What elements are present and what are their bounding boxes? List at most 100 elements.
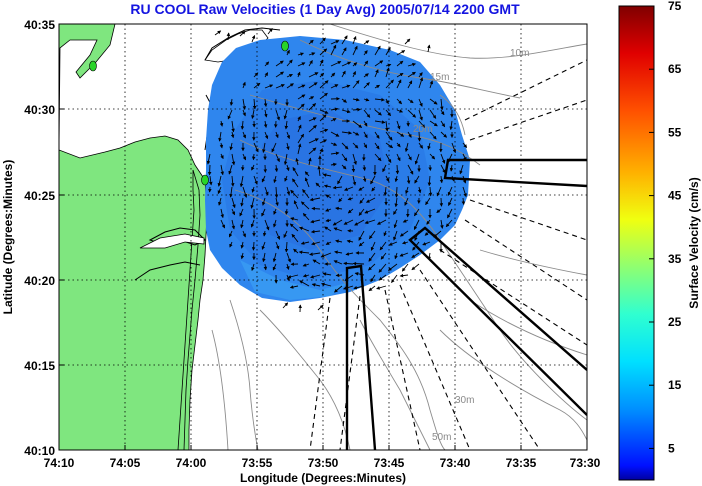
velocity-arrow xyxy=(263,120,268,128)
velocity-arrow xyxy=(272,252,277,263)
velocity-arrow xyxy=(429,109,437,119)
colorbar-tick-label: 75 xyxy=(668,0,682,13)
velocity-arrow xyxy=(383,230,387,237)
velocity-arrow xyxy=(308,103,317,111)
colorbar: 75 65 55 45 35 25 15 5 Surface Velocity (cm/s) xyxy=(618,0,701,481)
velocity-arrow xyxy=(353,285,365,290)
velocity-arrow xyxy=(267,28,273,35)
velocity-arrow xyxy=(439,98,444,111)
contour-label-10m: 10m xyxy=(510,48,529,59)
velocity-arrow xyxy=(319,92,328,100)
velocity-arrow xyxy=(217,175,222,187)
velocity-arrow xyxy=(385,142,394,149)
velocity-arrow xyxy=(298,250,310,255)
velocity-arrow xyxy=(388,263,398,271)
velocity-arrow xyxy=(319,139,328,144)
x-tick-label: 73:35 xyxy=(506,456,537,470)
velocity-arrow xyxy=(396,60,404,67)
velocity-arrow xyxy=(413,219,420,231)
velocity-arrow xyxy=(325,208,332,212)
velocity-arrow xyxy=(319,109,329,114)
velocity-arrow xyxy=(253,175,258,185)
velocity-arrow xyxy=(335,273,343,278)
velocity-arrow xyxy=(220,208,225,219)
velocity-arrow xyxy=(352,35,357,45)
velocity-arrow xyxy=(341,153,348,162)
velocity-arrow xyxy=(352,142,359,149)
velocity-arrow xyxy=(414,230,420,241)
velocity-arrow xyxy=(308,157,312,166)
velocity-arrow xyxy=(427,175,432,187)
map-title: RU COOL Raw Velocities (1 Day Avg) 2005/… xyxy=(130,1,520,17)
velocity-arrow xyxy=(440,219,444,229)
velocity-arrow xyxy=(447,153,453,164)
velocity-arrow xyxy=(385,79,394,89)
velocity-arrow xyxy=(341,142,349,150)
velocity-arrow xyxy=(451,142,457,154)
velocity-arrow xyxy=(422,241,431,246)
velocity-arrow xyxy=(343,219,354,225)
velocity-arrow xyxy=(275,153,280,163)
velocity-arrow xyxy=(382,164,387,173)
velocity-arrow xyxy=(440,131,448,138)
velocity-arrow xyxy=(363,131,368,139)
radar-dashed-beams xyxy=(309,59,587,450)
velocity-arrow xyxy=(231,219,236,230)
velocity-arrow xyxy=(231,197,236,209)
velocity-arrow xyxy=(302,263,310,267)
velocity-vectors xyxy=(206,28,468,313)
velocity-arrow xyxy=(394,186,399,198)
velocity-arrow xyxy=(287,274,299,279)
velocity-arrow xyxy=(324,226,332,232)
velocity-arrow xyxy=(275,71,284,78)
velocity-arrow xyxy=(250,219,255,228)
colorbar-tick-label: 55 xyxy=(668,125,682,139)
velocity-arrow xyxy=(220,153,224,160)
x-tick-label: 74:00 xyxy=(176,456,207,470)
velocity-arrow xyxy=(411,263,420,271)
velocity-arrow xyxy=(378,274,387,281)
velocity-arrow xyxy=(374,153,382,162)
velocity-arrow xyxy=(440,109,445,116)
velocity-arrow xyxy=(319,72,325,78)
velocity-arrow xyxy=(330,44,337,56)
velocity-arrow xyxy=(385,109,391,117)
velocity-arrow xyxy=(226,32,231,41)
velocity-arrow xyxy=(417,131,422,142)
velocity-arrow xyxy=(209,175,213,186)
velocity-arrow xyxy=(396,50,406,56)
velocity-arrow xyxy=(317,165,321,177)
velocity-arrow xyxy=(385,131,393,141)
velocity-arrow xyxy=(440,153,446,164)
velocity-arrow xyxy=(352,97,360,102)
velocity-arrow xyxy=(445,219,453,228)
velocity-arrow xyxy=(261,208,266,217)
x-tick-label: 74:10 xyxy=(44,456,75,470)
velocity-arrow xyxy=(352,261,365,266)
velocity-arrow xyxy=(264,186,269,196)
velocity-arrow xyxy=(436,186,442,197)
y-tick-label: 40:35 xyxy=(24,18,55,32)
velocity-arrow xyxy=(293,248,299,254)
velocity-arrow xyxy=(462,142,468,148)
velocity-arrow xyxy=(261,241,266,250)
velocity-arrow xyxy=(385,67,390,78)
velocity-arrow xyxy=(297,116,301,122)
velocity-arrow xyxy=(239,175,244,188)
velocity-arrow xyxy=(363,120,368,127)
velocity-arrow xyxy=(297,143,302,155)
velocity-arrow xyxy=(250,197,255,209)
velocity-arrow xyxy=(240,252,245,260)
velocity-arrow xyxy=(284,175,288,182)
velocity-arrow xyxy=(253,72,259,78)
velocity-arrow xyxy=(333,227,343,232)
velocity-arrow xyxy=(426,219,431,225)
velocity-arrow xyxy=(286,252,291,263)
velocity-arrow xyxy=(322,272,332,276)
velocity-arrow xyxy=(369,230,376,240)
velocity-arrow xyxy=(448,197,453,207)
velocity-arrow xyxy=(230,175,235,187)
velocity-arrow xyxy=(228,230,233,238)
velocity-arrow xyxy=(310,219,321,224)
velocity-arrow xyxy=(286,186,291,196)
